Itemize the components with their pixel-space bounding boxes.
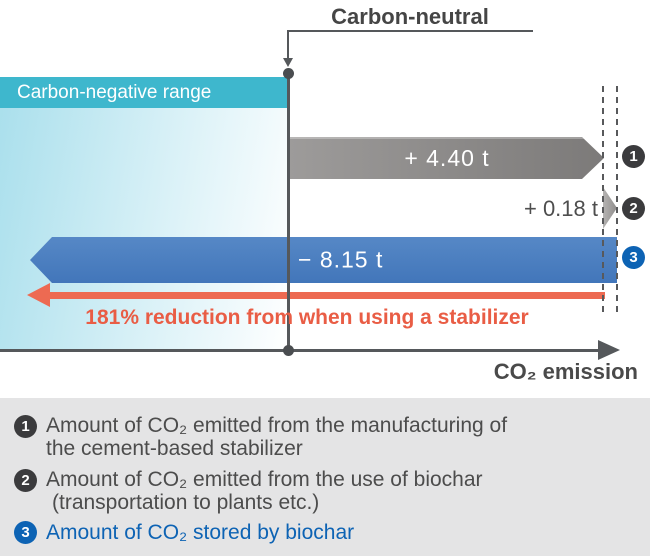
badge-1: 1 — [622, 145, 645, 168]
x-axis-arrow-icon — [598, 340, 620, 360]
legend-badge-2: 2 — [14, 469, 37, 492]
legend-item-3: Amount of CO₂ stored by biochar — [46, 521, 354, 544]
carbon-neutral-connector-horizontal — [288, 30, 533, 32]
legend-item-1-line-2: the cement-based stabilizer — [46, 437, 303, 460]
legend-item-3-line-1: Amount of CO₂ stored by biochar — [46, 521, 355, 544]
badge-3: 3 — [622, 246, 645, 269]
legend-panel — [0, 398, 650, 556]
carbon-neutral-title: Carbon-neutral — [331, 4, 489, 29]
reduction-caption: 181% reduction from when using a stabili… — [85, 306, 529, 329]
legend-badge-3: 3 — [14, 521, 37, 544]
storage-arrow-biochar-value: − 8.15 t — [298, 246, 384, 273]
badge-2: 2 — [622, 197, 645, 220]
x-axis-line — [0, 349, 605, 352]
down-arrow-icon — [283, 58, 293, 67]
legend-item-1: Amount of CO₂ emitted from the manufactu… — [46, 414, 507, 460]
emission-biochar-use-value: + 0.18 t — [523, 196, 598, 221]
emission-arrow-biochar-use — [603, 187, 617, 229]
carbon-neutral-baseline — [287, 73, 290, 350]
reduction-arrow-head-icon — [27, 283, 50, 307]
carbon-neutral-connector-vertical — [287, 30, 289, 58]
legend-badge-1: 1 — [14, 415, 37, 438]
emission-arrow-stabilizer-value: + 4.40 t — [404, 144, 490, 171]
legend-item-1-line-1: Amount of CO₂ emitted from the manufactu… — [46, 414, 508, 437]
reduction-arrow-line — [46, 292, 605, 299]
carbon-negative-range-label: Carbon-negative range — [17, 82, 212, 103]
legend-item-2-line-1: Amount of CO₂ emitted from the use of bi… — [46, 468, 483, 491]
carbon-negative-range-band: Carbon-negative range — [0, 77, 290, 108]
storage-arrow-biochar: − 8.15 t — [30, 237, 617, 283]
dashed-reference-line-1 — [602, 86, 604, 312]
x-axis-label: CO₂ emission — [493, 359, 638, 384]
baseline-bottom-dot — [283, 345, 294, 356]
emission-arrow-stabilizer: + 4.40 t — [290, 137, 604, 179]
legend-item-2-line-2: (transportation to plants etc.) — [52, 491, 320, 514]
dashed-reference-line-2 — [616, 86, 618, 312]
legend-item-2: Amount of CO₂ emitted from the use of bi… — [46, 468, 483, 514]
baseline-top-dot — [283, 68, 294, 79]
